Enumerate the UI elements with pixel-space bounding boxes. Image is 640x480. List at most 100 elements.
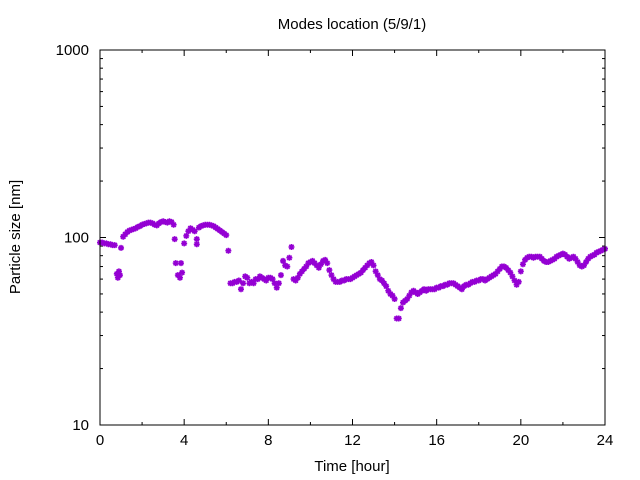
data-point [170, 221, 177, 228]
chart-title: Modes location (5/9/1) [278, 16, 426, 33]
data-point [223, 232, 230, 239]
data-point [120, 233, 127, 240]
data-point [244, 274, 251, 281]
x-tick-label: 4 [180, 432, 188, 449]
data-point [284, 263, 291, 270]
x-tick-label: 12 [344, 432, 361, 449]
data-point [286, 254, 293, 261]
data-point [378, 277, 385, 284]
data-point [360, 267, 367, 274]
data-point [168, 218, 175, 225]
data-point [404, 295, 411, 302]
data-point [292, 277, 299, 284]
x-tick-label: 0 [96, 432, 104, 449]
data-point [303, 263, 310, 270]
data-points [97, 218, 608, 322]
x-tick-label: 24 [597, 432, 614, 449]
data-point [181, 240, 188, 247]
data-point [99, 239, 106, 246]
data-point [381, 280, 388, 287]
data-point [574, 259, 581, 266]
x-tick-label: 16 [428, 432, 445, 449]
data-point [330, 276, 337, 283]
data-point [389, 292, 396, 299]
data-point [317, 261, 324, 268]
data-point [395, 315, 402, 322]
data-point [370, 262, 377, 269]
x-tick-label: 20 [512, 432, 529, 449]
data-point [280, 257, 287, 264]
y-axis-label-text: Particle size [nm] [7, 180, 24, 294]
data-point [174, 272, 181, 279]
data-point [517, 268, 524, 275]
data-point [458, 286, 465, 293]
data-point [494, 268, 501, 275]
data-point [118, 244, 125, 251]
data-point [122, 231, 129, 238]
data-point [107, 241, 114, 248]
data-point [299, 268, 305, 275]
plot-frame [99, 49, 606, 426]
data-point [179, 269, 186, 276]
data-point [326, 267, 333, 274]
data-point [313, 262, 320, 269]
data-point [240, 280, 247, 287]
data-point [515, 278, 522, 285]
data-point [368, 259, 375, 266]
data-point [103, 240, 110, 247]
y-tick-label: 100 [64, 230, 89, 247]
data-point [271, 280, 278, 287]
data-point [301, 265, 308, 272]
data-point [322, 256, 329, 263]
data-point [503, 264, 510, 271]
data-point [324, 260, 331, 267]
data-point [116, 272, 123, 279]
data-point [263, 277, 270, 284]
data-point [225, 247, 232, 254]
data-point [191, 228, 198, 235]
data-point [519, 261, 526, 268]
data-point [183, 232, 190, 239]
data-point [193, 236, 200, 243]
data-point [583, 259, 590, 266]
y-tick-label: 1000 [56, 42, 89, 59]
data-point [362, 264, 369, 271]
data-point [171, 236, 178, 243]
data-point [250, 280, 257, 287]
data-point [357, 269, 364, 276]
data-point [513, 281, 520, 288]
data-point [383, 283, 390, 290]
y-axis-label: Particle size [nm] [7, 180, 24, 294]
data-point [185, 228, 192, 235]
x-tick-label: 8 [264, 432, 272, 449]
data-point [178, 260, 185, 267]
y-tick-label: 10 [72, 417, 89, 434]
data-point [507, 269, 514, 276]
data-point [269, 276, 276, 283]
data-point [193, 241, 200, 248]
data-point [374, 272, 381, 279]
data-point [511, 277, 518, 284]
data-point [176, 274, 183, 281]
data-point [114, 274, 121, 281]
data-point [505, 267, 512, 274]
data-point [492, 270, 499, 277]
data-point [235, 277, 242, 284]
data-point [296, 270, 303, 277]
data-point [273, 284, 280, 291]
data-point [595, 248, 602, 255]
data-point [572, 255, 579, 262]
data-point [294, 274, 301, 281]
axis-tick-labels: 0 4 8 12 16 20 24 10 100 1000 [56, 42, 614, 449]
data-point [406, 292, 413, 299]
data-point [397, 305, 404, 312]
data-point [509, 273, 516, 280]
data-point [111, 242, 118, 249]
data-point [599, 246, 606, 253]
data-point [288, 243, 295, 250]
data-point [580, 262, 587, 269]
data-point [315, 264, 322, 271]
data-point [391, 295, 398, 302]
data-point [115, 268, 122, 275]
data-point [496, 265, 503, 272]
